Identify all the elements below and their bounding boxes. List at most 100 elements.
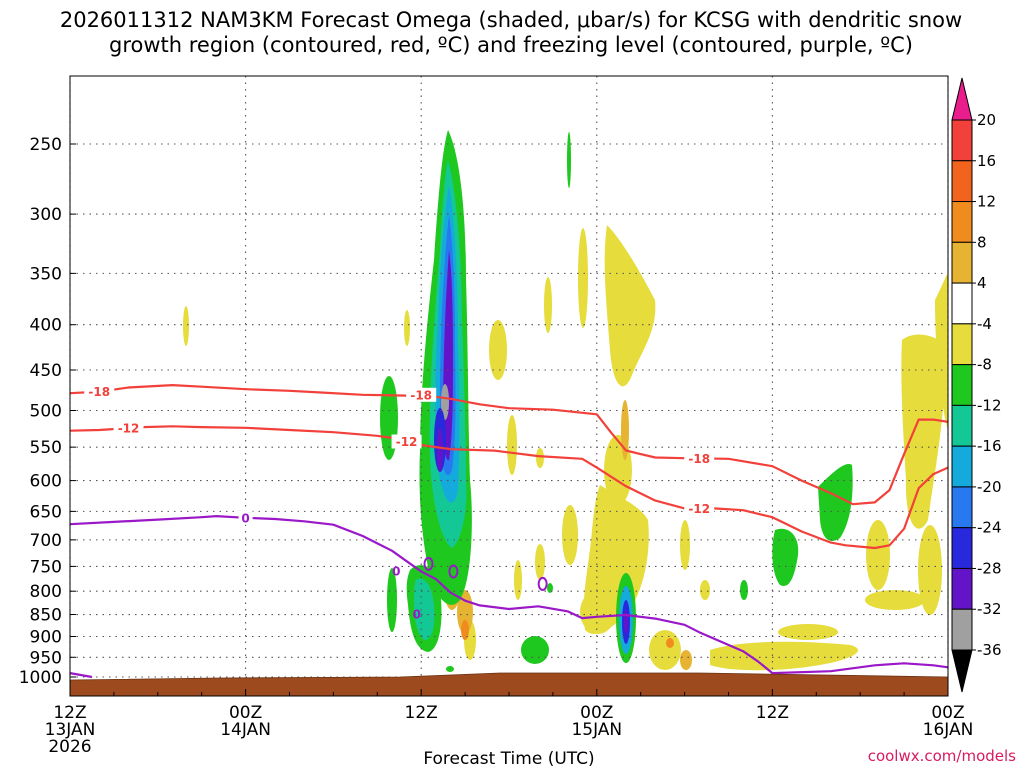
omega-patch <box>514 560 522 600</box>
colorbar-bin <box>951 608 973 651</box>
omega-patch <box>680 520 690 570</box>
contour-label-bg <box>391 434 422 449</box>
omega-patch <box>547 583 553 593</box>
colorbar-bin <box>951 486 973 529</box>
colorbar-bin <box>951 323 973 366</box>
omega-patch <box>818 464 853 541</box>
omega-patch <box>580 590 616 634</box>
y-tick-label: 950 <box>30 648 62 668</box>
contour-label-bg <box>84 384 115 399</box>
colorbar-bin <box>951 119 973 162</box>
omega-patch <box>624 610 628 634</box>
omega-patch <box>666 638 674 648</box>
freezing-level-surface-contour <box>70 672 93 679</box>
freezing-level-contour <box>70 515 948 675</box>
omega-patch <box>935 273 948 430</box>
freezing-level-loop <box>537 576 548 591</box>
x-tick-label: 00Z <box>580 703 613 723</box>
omega-patch <box>649 630 681 670</box>
temperature-contours: -18 -18 -18 -12 -12 -12 0 0 0 <box>70 384 948 679</box>
omega-patch <box>536 448 544 468</box>
x-tick-label: 12Z <box>405 703 438 723</box>
contour-label: -12 <box>118 422 140 436</box>
colorbar-label: 8 <box>977 233 987 251</box>
omega-light-rising-regions <box>183 225 948 671</box>
y-tick-label: 600 <box>30 472 62 492</box>
omega-patch <box>621 400 629 460</box>
omega-patch <box>183 306 189 346</box>
omega-patch <box>772 528 799 586</box>
omega-strong-rising-regions <box>380 130 853 672</box>
omega-patch <box>604 225 656 387</box>
contour-label-bg <box>238 510 253 525</box>
y-tick-label: 300 <box>30 205 62 225</box>
contour-label-bg <box>684 501 715 516</box>
y-tick-label: 750 <box>30 557 62 577</box>
contour-label-bg <box>406 387 437 402</box>
y-tick-label: 850 <box>30 606 62 626</box>
contour-label-bg <box>684 451 715 466</box>
y-tick-label: 450 <box>30 361 62 381</box>
omega-patch <box>414 578 435 640</box>
y-tick-label: 250 <box>30 135 62 155</box>
colorbar-bin <box>951 527 973 569</box>
y-tick-label: 650 <box>30 502 62 522</box>
colorbar-label: 4 <box>977 274 987 292</box>
colorbar-bottom-arrow <box>951 649 973 693</box>
colorbar-label: -4 <box>977 315 992 333</box>
colorbar-label: -20 <box>977 478 1002 496</box>
omega-patch <box>489 320 507 380</box>
freezing-level-loop <box>423 556 434 571</box>
freezing-level-loop <box>448 564 459 579</box>
x-tick-label: 2026 <box>48 737 91 757</box>
omega-patch <box>901 334 946 529</box>
y-tick-label: 500 <box>30 402 62 422</box>
x-tick-label: 12Z <box>756 703 789 723</box>
isotherm-contour-minus18 <box>70 384 948 506</box>
x-tick-label: 12Z <box>53 703 86 723</box>
contour-label: -18 <box>688 452 710 466</box>
omega-patch <box>404 310 410 346</box>
omega-patch <box>740 580 748 600</box>
colorbar-label: -32 <box>977 600 1002 618</box>
omega-patch <box>700 580 710 600</box>
omega-colorbar: 20 16 12 8 4 -4 -8 -12 -16 -20 -24 -28 -32 -36 <box>951 77 1002 693</box>
y-tick-label: 900 <box>30 627 62 647</box>
x-tick-label: 16JAN <box>923 720 974 740</box>
omega-patch <box>778 624 838 640</box>
x-tick-label: 15JAN <box>571 720 622 740</box>
colorbar-label: -28 <box>977 559 1002 577</box>
colorbar-bin <box>951 201 973 243</box>
omega-patch <box>437 428 443 472</box>
x-axis-title: Forecast Time (UTC) <box>423 749 594 768</box>
contour-label-bg <box>113 421 144 436</box>
contour-label: -18 <box>410 388 432 402</box>
isotherm-contour-minus12 <box>70 425 948 550</box>
omega-patch <box>446 666 454 672</box>
chart-title-line-2: growth region (contoured, red, ºC) and f… <box>109 33 913 57</box>
colorbar-label: 12 <box>977 193 996 211</box>
omega-patch <box>461 620 469 640</box>
omega-patch <box>865 590 925 610</box>
colorbar-bin <box>951 160 973 203</box>
colorbar-bin <box>951 282 973 325</box>
chart-title-line-1: 2026011312 NAM3KM Forecast Omega (shaded… <box>60 8 962 32</box>
omega-patch <box>567 132 571 188</box>
omega-patch <box>918 525 942 615</box>
omega-patch <box>521 636 549 664</box>
colorbar-top-arrow <box>951 77 973 121</box>
contour-label: 0 <box>241 511 249 525</box>
omega-patch <box>544 277 552 333</box>
omega-shading <box>183 130 948 672</box>
x-tick-label: 13JAN <box>45 720 96 740</box>
x-tick-label: 00Z <box>931 703 964 723</box>
colorbar-bin <box>951 364 973 406</box>
colorbar-label: -16 <box>977 437 1002 455</box>
y-tick-label: 700 <box>30 531 62 551</box>
contour-label: -12 <box>396 435 418 449</box>
y-tick-label: 350 <box>30 264 62 284</box>
y-tick-label: 400 <box>30 316 62 336</box>
